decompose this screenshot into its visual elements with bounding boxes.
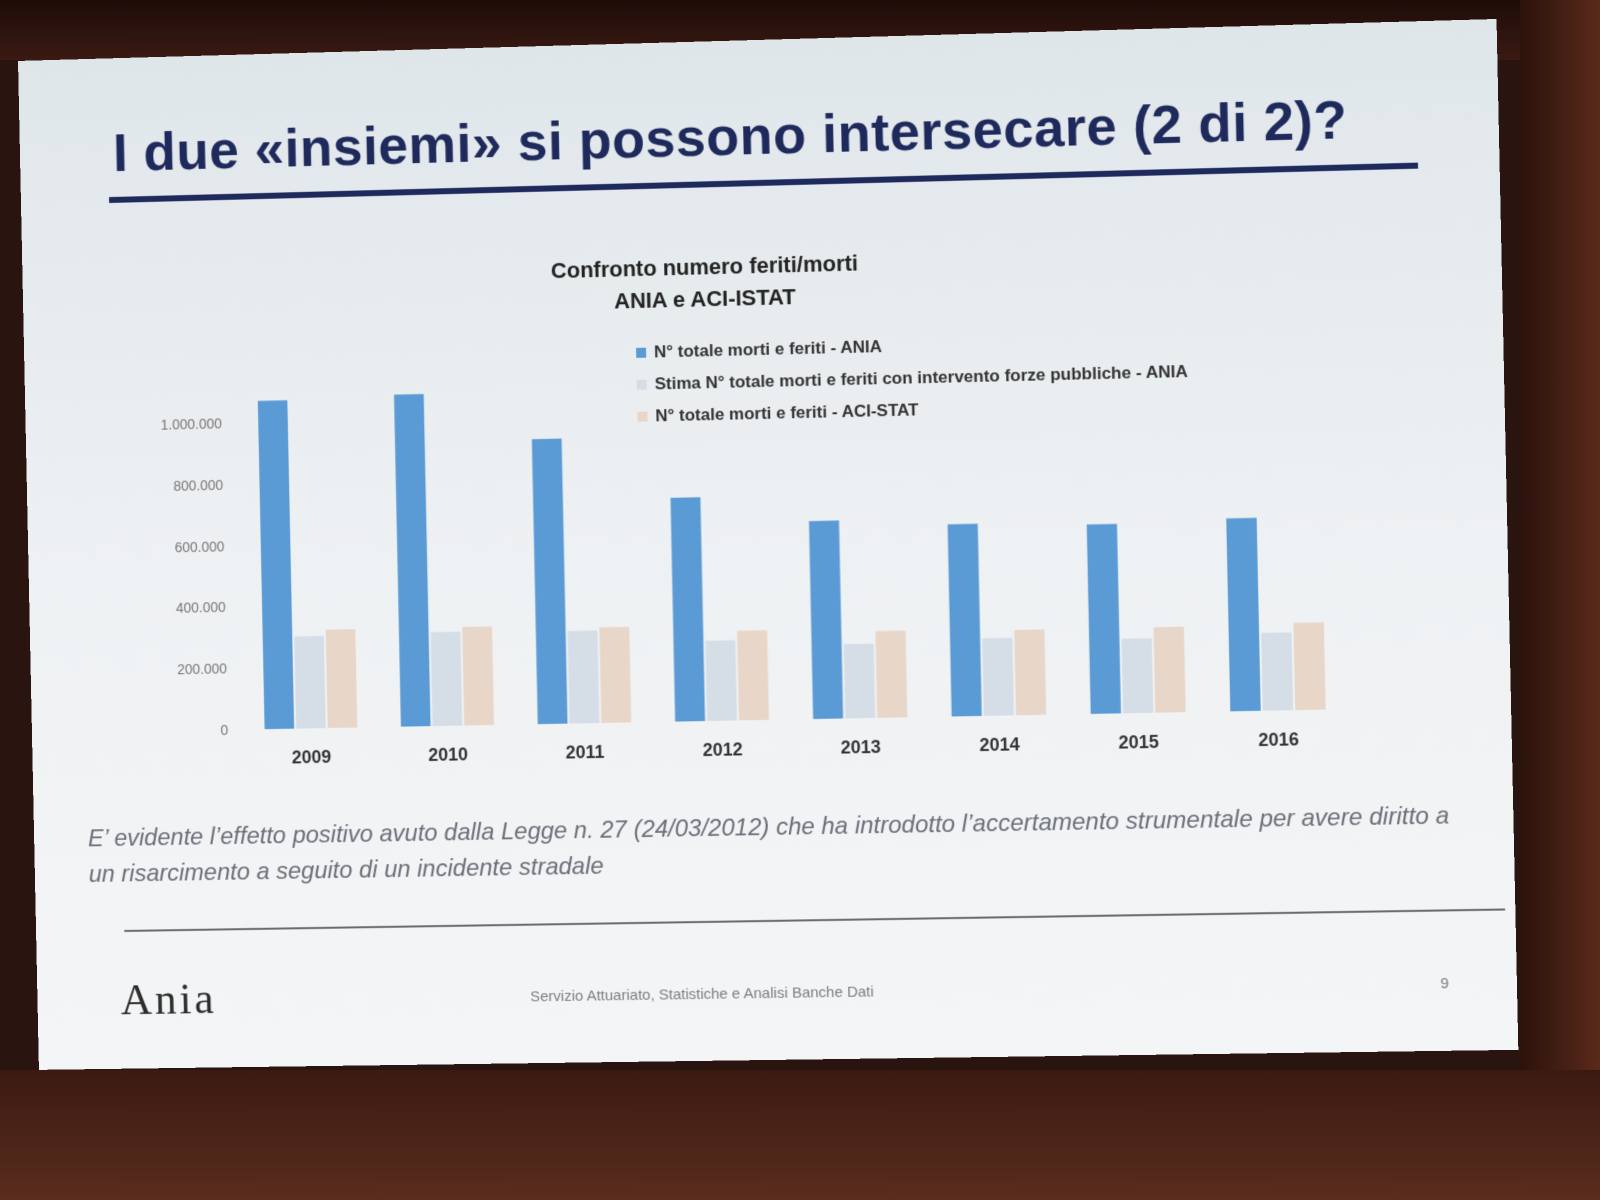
y-tick-label: 0 bbox=[220, 722, 228, 738]
y-tick-label: 400.000 bbox=[176, 599, 226, 616]
legend-swatch bbox=[636, 348, 646, 358]
room-background-right bbox=[1520, 0, 1600, 1200]
legend-swatch bbox=[637, 380, 647, 390]
y-tick-label: 800.000 bbox=[173, 477, 223, 494]
bar-2 bbox=[982, 638, 1014, 716]
bar-2 bbox=[568, 631, 600, 724]
x-tick-label: 2013 bbox=[841, 737, 882, 758]
bar-1 bbox=[670, 497, 705, 721]
x-tick-label: 2009 bbox=[292, 747, 332, 768]
bar-3 bbox=[462, 626, 494, 725]
bar-2 bbox=[1261, 632, 1293, 710]
footer-text: Servizio Attuariato, Statistiche e Anali… bbox=[530, 983, 874, 1005]
x-tick-label: 2012 bbox=[702, 739, 742, 760]
y-tick-label: 200.000 bbox=[177, 661, 227, 678]
page-number: 9 bbox=[1440, 975, 1449, 992]
bar-3 bbox=[326, 629, 358, 728]
bar-3 bbox=[1014, 629, 1046, 715]
legend-label: N° totale morti e feriti - ACI-STAT bbox=[655, 400, 919, 425]
bar-1 bbox=[809, 520, 843, 719]
bar-2 bbox=[294, 636, 325, 729]
bar-1 bbox=[394, 394, 431, 727]
x-tick-label: 2016 bbox=[1258, 729, 1299, 750]
x-tick-label: 2015 bbox=[1118, 732, 1159, 753]
legend-swatch bbox=[637, 412, 647, 422]
bar-1 bbox=[258, 400, 294, 729]
projected-slide: I due «insiemi» si possono intersecare (… bbox=[18, 19, 1518, 1070]
bar-3 bbox=[599, 627, 631, 723]
ania-logo: Ania bbox=[120, 973, 217, 1025]
x-tick-label: 2011 bbox=[565, 742, 604, 763]
bar-3 bbox=[875, 631, 907, 718]
y-tick-label: 600.000 bbox=[174, 538, 224, 555]
bar-2 bbox=[705, 640, 737, 721]
room-background-bottom bbox=[0, 1070, 1600, 1200]
footer-divider bbox=[124, 908, 1505, 931]
bar-3 bbox=[737, 630, 769, 720]
bar-1 bbox=[1226, 518, 1260, 712]
bar-2 bbox=[1121, 638, 1153, 713]
bar-chart: Confronto numero feriti/mortiANIA e ACI-… bbox=[18, 19, 1513, 832]
bar-3 bbox=[1293, 622, 1325, 710]
legend-label: Stima N° totale morti e feriti con inter… bbox=[655, 362, 1188, 394]
bar-1 bbox=[532, 439, 568, 725]
bar-3 bbox=[1154, 627, 1186, 713]
bar-1 bbox=[1087, 524, 1121, 714]
bar-2 bbox=[431, 632, 463, 726]
x-tick-label: 2010 bbox=[428, 744, 468, 765]
x-tick-label: 2014 bbox=[979, 734, 1020, 755]
bar-2 bbox=[844, 644, 876, 719]
y-tick-label: 1.000.000 bbox=[160, 415, 222, 432]
chart-subtitle: ANIA e ACI-ISTAT bbox=[614, 284, 797, 314]
chart-title: Confronto numero feriti/morti bbox=[551, 250, 859, 283]
bar-1 bbox=[948, 524, 982, 717]
legend-label: N° totale morti e feriti - ANIA bbox=[654, 337, 882, 362]
